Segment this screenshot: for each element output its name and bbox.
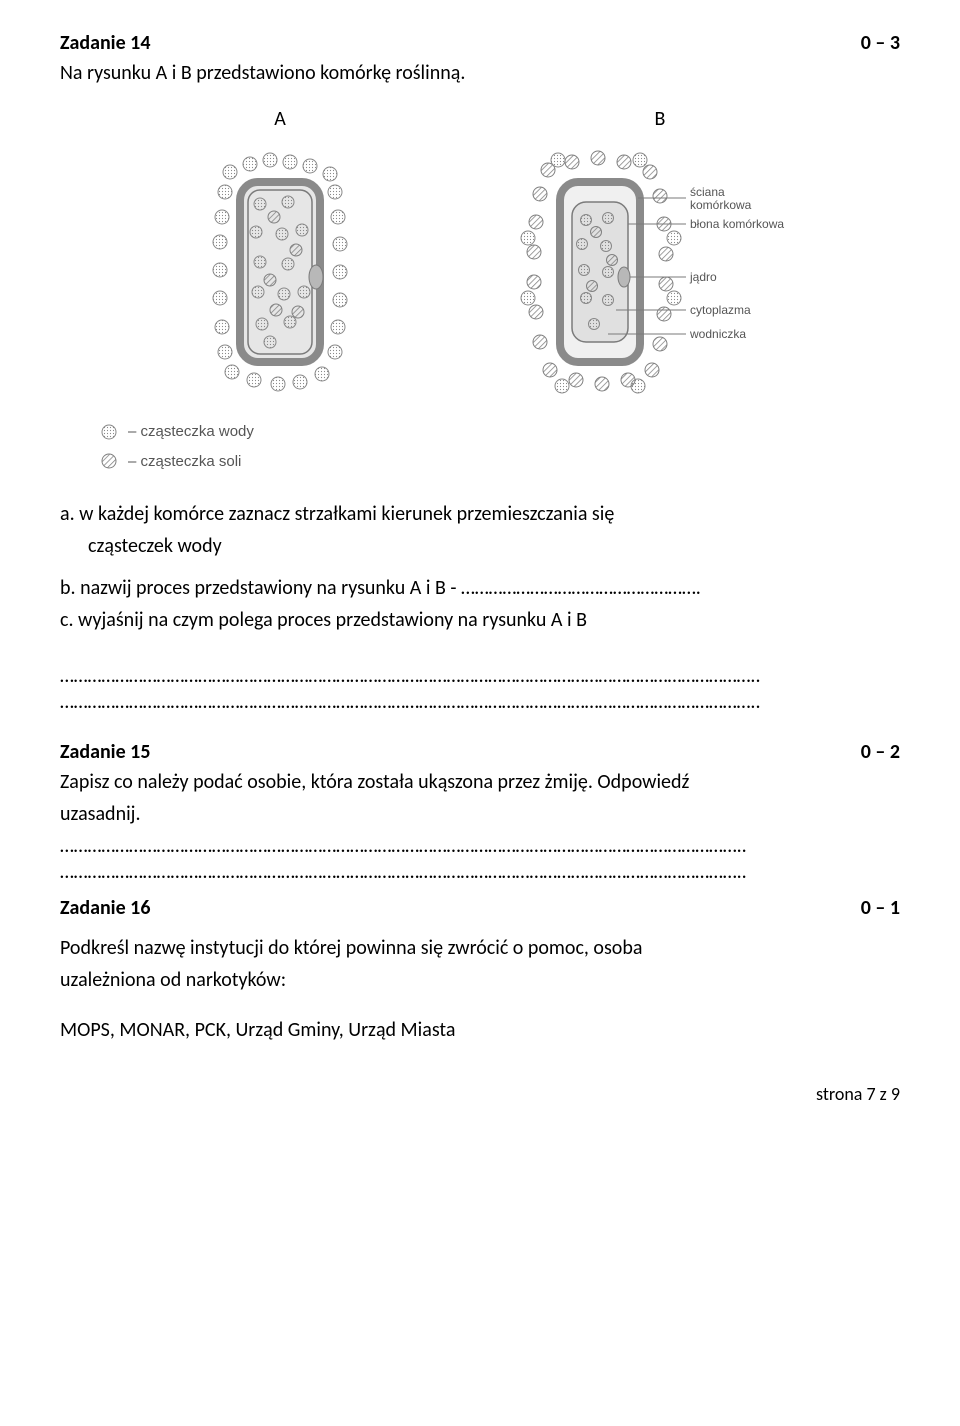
qa-line2: cząsteczek wody xyxy=(60,533,900,559)
cell-diagram-container: A B xyxy=(60,106,900,402)
svg-text:ściana: ściana xyxy=(690,185,725,199)
svg-text:błona komórkowa: błona komórkowa xyxy=(690,217,784,231)
water-particle-icon xyxy=(100,423,118,441)
cell-a-svg xyxy=(170,142,390,402)
svg-text:cytoplazma: cytoplazma xyxy=(690,303,751,317)
legend-salt: – cząsteczka soli xyxy=(100,452,900,472)
task14-qa: a. w każdej komórce zaznacz strzałkami k… xyxy=(60,501,900,527)
svg-text:wodniczka: wodniczka xyxy=(689,327,746,341)
diagram-legend: – cząsteczka wody – cząsteczka soli xyxy=(100,422,900,471)
legend-water: – cząsteczka wody xyxy=(100,422,900,442)
task16-options: MOPS, MONAR, PCK, Urząd Gminy, Urząd Mia… xyxy=(60,1017,900,1043)
task14-header: Zadanie 14 0 – 3 xyxy=(60,30,900,56)
task15-line2: uzasadnij. xyxy=(60,801,900,827)
task14-title: Zadanie 14 xyxy=(60,30,150,56)
label-b: B xyxy=(655,106,666,132)
task15-header: Zadanie 15 0 – 2 xyxy=(60,739,900,765)
svg-text:komórkowa: komórkowa xyxy=(690,198,752,212)
task15-answer-line-1: …………………………………………………………………………………………………………… xyxy=(60,833,900,859)
legend-salt-text: – cząsteczka soli xyxy=(128,452,241,472)
diagram-a: A xyxy=(170,106,390,402)
task16-header: Zadanie 16 0 – 1 xyxy=(60,895,900,921)
qa-line1: w każdej komórce zaznacz strzałkami kier… xyxy=(79,502,614,526)
legend-water-text: – cząsteczka wody xyxy=(128,422,254,442)
label-a: A xyxy=(274,106,286,132)
diagram-b: B ścianakomórkowa błona komórkowa jądro cyt… xyxy=(490,106,830,402)
task16-points: 0 – 1 xyxy=(861,895,900,921)
salt-particle-icon xyxy=(100,452,118,470)
svg-text:jądro: jądro xyxy=(689,270,717,284)
task14-intro: Na rysunku A i B przedstawiono komórkę r… xyxy=(60,60,900,86)
task14-qc: c. wyjaśnij na czym polega proces przeds… xyxy=(60,607,900,633)
task15-title: Zadanie 15 xyxy=(60,739,150,765)
task15-points: 0 – 2 xyxy=(861,739,900,765)
task14-points: 0 – 3 xyxy=(861,30,900,56)
task16-line2: uzależniona od narkotyków: xyxy=(60,967,900,993)
task16-line1: Podkreśl nazwę instytucji do której powi… xyxy=(60,935,900,961)
page-footer: strona 7 z 9 xyxy=(60,1083,900,1106)
task15-line1: Zapisz co należy podać osobie, która zos… xyxy=(60,769,900,795)
task14-answer-line-1: …………………………………………………………………………………………………………… xyxy=(60,663,900,689)
task15-answer-line-2: …………………………………………………………………………………………………………… xyxy=(60,859,900,885)
cell-b-svg: ścianakomórkowa błona komórkowa jądro cytop… xyxy=(490,142,830,402)
task14-qb: b. nazwij proces przedstawiony na rysunk… xyxy=(60,575,900,601)
task14-answer-line-2: …………………………………………………………………………………………………………… xyxy=(60,689,900,715)
qa-prefix: a. xyxy=(60,502,79,526)
task16-title: Zadanie 16 xyxy=(60,895,150,921)
